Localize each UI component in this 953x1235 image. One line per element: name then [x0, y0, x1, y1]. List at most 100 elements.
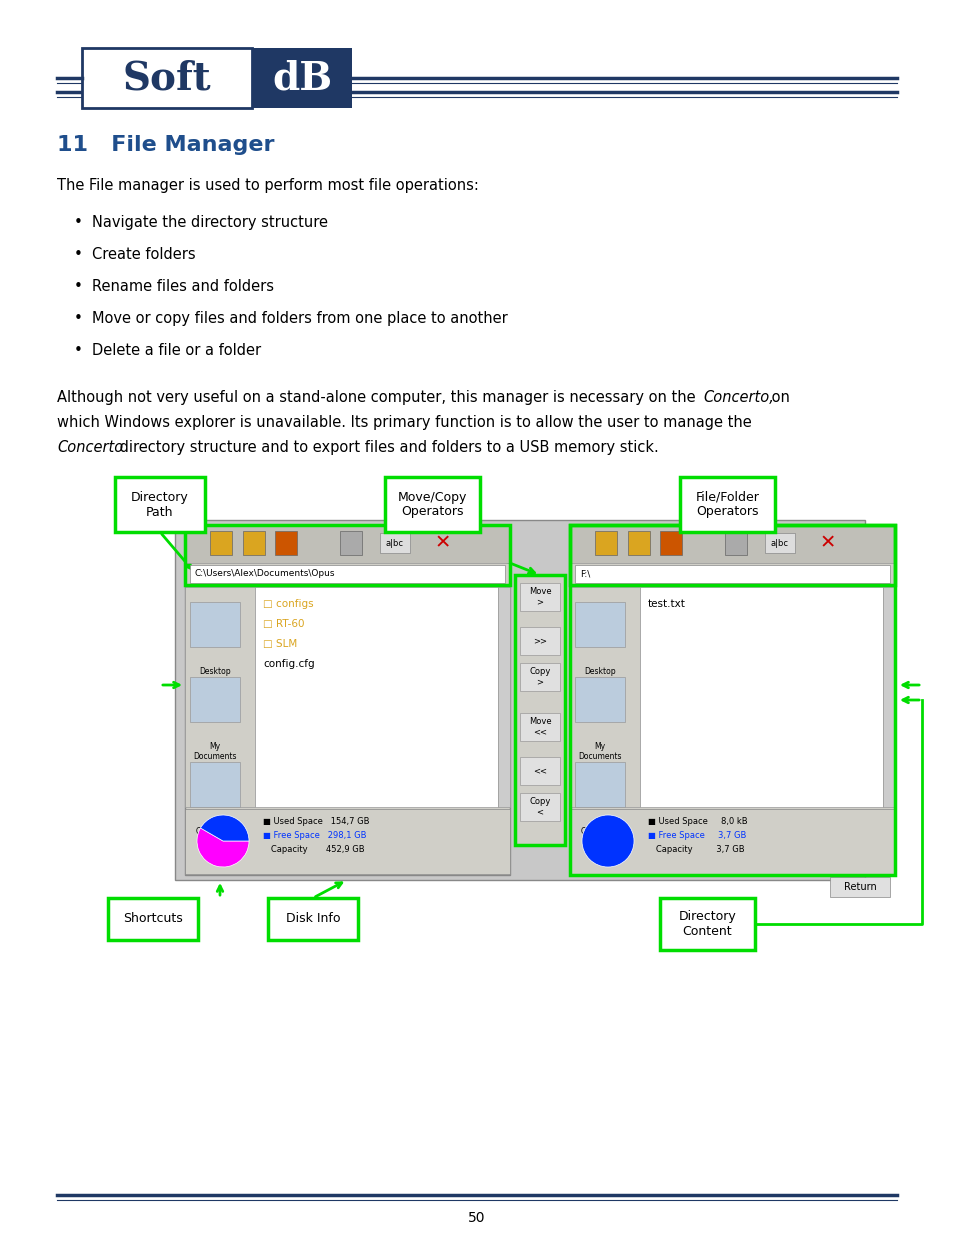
- Text: Capacity       452,9 GB: Capacity 452,9 GB: [263, 845, 364, 853]
- Text: Capacity         3,7 GB: Capacity 3,7 GB: [647, 845, 744, 853]
- FancyBboxPatch shape: [569, 587, 639, 806]
- FancyBboxPatch shape: [639, 587, 882, 806]
- Text: □ RT-60: □ RT-60: [263, 619, 304, 629]
- Text: Shortcuts: Shortcuts: [123, 913, 183, 925]
- Text: 50: 50: [468, 1212, 485, 1225]
- FancyBboxPatch shape: [185, 525, 510, 876]
- FancyBboxPatch shape: [115, 477, 205, 532]
- Text: Desktop: Desktop: [199, 667, 231, 676]
- FancyBboxPatch shape: [379, 534, 410, 553]
- FancyBboxPatch shape: [210, 531, 232, 555]
- Text: ✕: ✕: [435, 534, 451, 552]
- Text: F:\: F:\: [579, 569, 590, 578]
- FancyBboxPatch shape: [627, 531, 649, 555]
- Wedge shape: [200, 815, 249, 841]
- Text: ■ Free Space     3,7 GB: ■ Free Space 3,7 GB: [647, 831, 745, 840]
- Text: ■ Used Space     8,0 kB: ■ Used Space 8,0 kB: [647, 818, 747, 826]
- FancyBboxPatch shape: [679, 477, 774, 532]
- FancyBboxPatch shape: [190, 564, 504, 583]
- Text: •: •: [74, 215, 83, 230]
- Text: Copy
<: Copy <: [529, 798, 550, 816]
- FancyBboxPatch shape: [515, 576, 564, 845]
- Text: •: •: [74, 311, 83, 326]
- Text: Move
<<: Move <<: [528, 718, 551, 737]
- FancyBboxPatch shape: [243, 531, 265, 555]
- Text: Disk Info: Disk Info: [286, 913, 340, 925]
- Text: ✕: ✕: [819, 534, 836, 552]
- FancyBboxPatch shape: [108, 898, 198, 940]
- Text: directory structure and to export files and folders to a USB memory stick.: directory structure and to export files …: [115, 440, 659, 454]
- FancyBboxPatch shape: [185, 525, 510, 563]
- FancyBboxPatch shape: [497, 587, 510, 806]
- Text: Although not very useful on a stand-alone computer, this manager is necessary on: Although not very useful on a stand-alon…: [57, 390, 700, 405]
- Text: >>: >>: [533, 636, 546, 646]
- Text: Computer: Computer: [195, 827, 233, 836]
- FancyBboxPatch shape: [519, 663, 559, 692]
- Text: Return: Return: [842, 882, 876, 892]
- Text: My
Documents: My Documents: [193, 742, 236, 762]
- Text: config.cfg: config.cfg: [263, 659, 314, 669]
- FancyBboxPatch shape: [268, 898, 357, 940]
- Text: Move
>: Move >: [528, 588, 551, 606]
- FancyBboxPatch shape: [519, 757, 559, 785]
- FancyBboxPatch shape: [519, 793, 559, 821]
- Text: The File manager is used to perform most file operations:: The File manager is used to perform most…: [57, 178, 478, 193]
- Circle shape: [581, 815, 634, 867]
- Text: dB: dB: [272, 59, 332, 98]
- Text: Rename files and folders: Rename files and folders: [91, 279, 274, 294]
- FancyBboxPatch shape: [82, 48, 252, 107]
- FancyBboxPatch shape: [595, 531, 617, 555]
- FancyBboxPatch shape: [829, 877, 889, 897]
- Text: File/Folder
Operators: File/Folder Operators: [695, 490, 759, 519]
- Text: My
Documents: My Documents: [578, 742, 621, 762]
- FancyBboxPatch shape: [659, 531, 681, 555]
- FancyBboxPatch shape: [519, 583, 559, 611]
- Text: Soft: Soft: [123, 59, 212, 98]
- FancyBboxPatch shape: [185, 587, 254, 806]
- FancyBboxPatch shape: [274, 531, 296, 555]
- Text: ■ Used Space   154,7 GB: ■ Used Space 154,7 GB: [263, 818, 369, 826]
- FancyBboxPatch shape: [254, 587, 497, 806]
- FancyBboxPatch shape: [190, 762, 240, 806]
- FancyBboxPatch shape: [764, 534, 794, 553]
- Text: □ configs: □ configs: [263, 599, 314, 609]
- FancyBboxPatch shape: [519, 713, 559, 741]
- Text: test.txt: test.txt: [647, 599, 685, 609]
- FancyBboxPatch shape: [569, 525, 894, 563]
- FancyBboxPatch shape: [569, 525, 894, 876]
- FancyBboxPatch shape: [174, 520, 864, 881]
- FancyBboxPatch shape: [575, 564, 889, 583]
- FancyBboxPatch shape: [724, 531, 746, 555]
- FancyBboxPatch shape: [519, 627, 559, 655]
- Text: which Windows explorer is unavailable. Its primary function is to allow the user: which Windows explorer is unavailable. I…: [57, 415, 751, 430]
- Text: Computer: Computer: [580, 827, 618, 836]
- FancyBboxPatch shape: [252, 48, 352, 107]
- Text: □ SLM: □ SLM: [263, 638, 297, 650]
- FancyBboxPatch shape: [185, 809, 510, 874]
- Text: ■ Free Space   298,1 GB: ■ Free Space 298,1 GB: [263, 831, 366, 840]
- Text: •: •: [74, 247, 83, 262]
- Text: a|bc: a|bc: [386, 538, 403, 547]
- Text: a|bc: a|bc: [770, 538, 788, 547]
- Text: Directory
Content: Directory Content: [678, 910, 736, 939]
- Text: <<: <<: [533, 767, 546, 776]
- Text: Directory
Path: Directory Path: [131, 490, 189, 519]
- Text: on: on: [766, 390, 789, 405]
- Text: Navigate the directory structure: Navigate the directory structure: [91, 215, 328, 230]
- Text: Concerto: Concerto: [57, 440, 123, 454]
- FancyBboxPatch shape: [575, 601, 624, 647]
- Text: •: •: [74, 343, 83, 358]
- Text: •: •: [74, 279, 83, 294]
- Text: Copy
>: Copy >: [529, 667, 550, 687]
- Text: Desktop: Desktop: [583, 667, 616, 676]
- FancyBboxPatch shape: [190, 677, 240, 722]
- Text: C:\Users\Alex\Documents\Opus: C:\Users\Alex\Documents\Opus: [194, 569, 335, 578]
- FancyBboxPatch shape: [190, 601, 240, 647]
- Wedge shape: [196, 827, 249, 867]
- Text: Concerto,: Concerto,: [702, 390, 773, 405]
- Text: Move or copy files and folders from one place to another: Move or copy files and folders from one …: [91, 311, 507, 326]
- FancyBboxPatch shape: [385, 477, 479, 532]
- Text: Create folders: Create folders: [91, 247, 195, 262]
- FancyBboxPatch shape: [575, 762, 624, 806]
- Text: 11   File Manager: 11 File Manager: [57, 135, 274, 156]
